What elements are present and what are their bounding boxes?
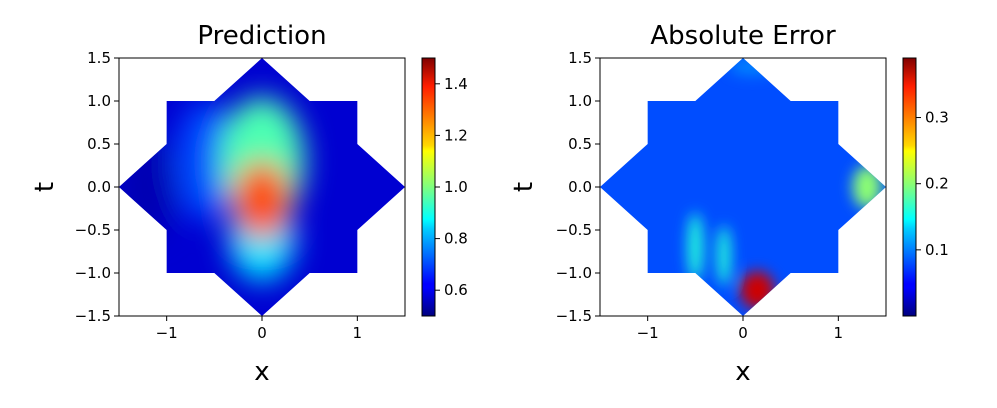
colorbar-tick-label: 0.6	[444, 281, 468, 299]
x-axis-label: x	[735, 357, 750, 387]
y-axis-label: t	[30, 182, 60, 192]
x-tick-label: −1	[156, 324, 178, 342]
heatmap-field	[119, 58, 405, 316]
colorbar	[421, 57, 436, 317]
colorbar-tick-label: 0.1	[925, 241, 949, 259]
x-tick-label: 1	[353, 324, 363, 342]
colorbar-tick-label: 0.8	[444, 230, 468, 248]
heatmap-field	[600, 58, 886, 316]
y-tick-label: −1.5	[75, 307, 111, 325]
heatmap-blob	[852, 165, 882, 209]
x-tick-label: 0	[257, 324, 267, 342]
heatmap-blob	[176, 101, 234, 222]
y-tick-label: −1.0	[556, 264, 592, 282]
x-tick-label: 0	[738, 324, 748, 342]
y-tick-label: −1.0	[75, 264, 111, 282]
y-tick-label: −1.5	[556, 307, 592, 325]
x-tick-label: −1	[637, 324, 659, 342]
heatmap-blob	[233, 161, 291, 239]
y-tick-label: −0.5	[75, 221, 111, 239]
colorbar-tick-label: 0.2	[925, 175, 949, 193]
y-tick-label: 0.0	[568, 178, 592, 196]
y-tick-label: 1.5	[568, 49, 592, 67]
x-axis-label: x	[254, 357, 269, 387]
chart-title: Prediction	[197, 21, 326, 51]
heatmap-blob	[119, 135, 177, 239]
colorbar-tick-label: 1.2	[444, 126, 468, 144]
heatmap-blob	[740, 271, 775, 310]
y-tick-label: −0.5	[556, 221, 592, 239]
y-tick-label: 1.5	[87, 49, 111, 67]
y-tick-label: 1.0	[568, 92, 592, 110]
y-tick-label: 1.0	[87, 92, 111, 110]
colorbar-tick-label: 1.4	[444, 75, 468, 93]
y-axis-label: t	[509, 182, 539, 192]
y-tick-label: 0.0	[87, 178, 111, 196]
colorbar	[902, 57, 917, 317]
y-tick-label: 0.5	[87, 135, 111, 153]
heatmap-blob	[687, 212, 703, 282]
panel-absolute-error: Absolute Error −1 0 1 1.5 1.0 0.5 0.0 −0.5 −1.0…	[509, 21, 949, 387]
panel-prediction: Prediction −1 0 1 1.5 1.0 0.5 0.0 −0.5 −1.0 −1.5…	[30, 21, 468, 387]
y-tick-label: 0.5	[568, 135, 592, 153]
heatmap-blob	[728, 58, 777, 76]
colorbar-tick-label: 0.3	[925, 109, 949, 127]
colorbar-tick-label: 1.0	[444, 178, 468, 196]
x-tick-label: 1	[834, 324, 844, 342]
heatmap-blob	[717, 225, 731, 286]
chart-title: Absolute Error	[650, 21, 836, 51]
